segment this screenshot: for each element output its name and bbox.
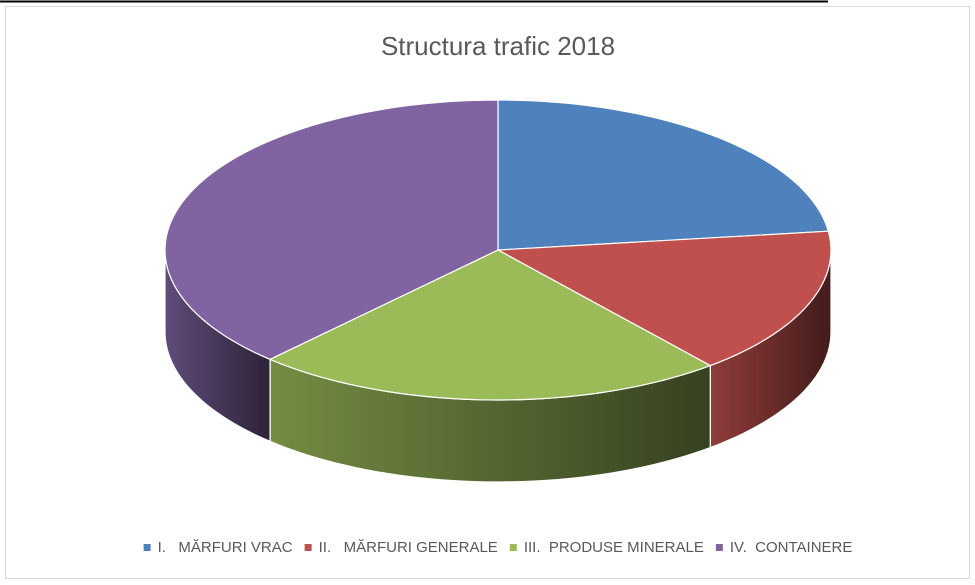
legend-label: IV. CONTAINERE [730,539,853,556]
slice [268,249,712,401]
slice [495,230,832,367]
slice [164,99,499,361]
legend-swatch [509,544,517,551]
legend-label: I. MĂRFURI VRAC [158,539,293,556]
slice [497,99,830,251]
legend-swatch [304,544,312,551]
chart-title: Structura trafic 2018 [381,31,615,61]
legend-swatch [715,544,723,551]
legend-label: III. PRODUSE MINERALE [524,539,704,556]
legend-swatch [143,544,151,551]
legend: I. MĂRFURI VRAC II. MĂRFURI GENERALE III. … [143,539,853,556]
pie [164,99,832,483]
legend-label: II. MĂRFURI GENERALE [319,539,498,556]
